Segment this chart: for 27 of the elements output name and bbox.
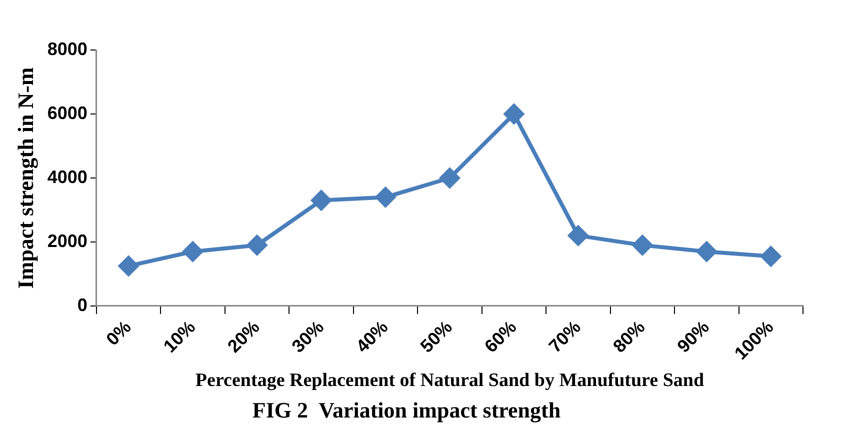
x-tick-label: 0%	[102, 316, 135, 350]
point	[375, 187, 396, 208]
point	[247, 235, 268, 256]
point	[504, 104, 524, 124]
x-tick-label: 80%	[609, 316, 649, 356]
point	[118, 256, 139, 276]
point	[440, 168, 460, 188]
y-tick-label: 0	[77, 294, 88, 315]
y-tick-label: 2000	[47, 230, 88, 251]
x-tick-label: 40%	[352, 316, 392, 356]
y-tick-label: 6000	[47, 102, 88, 123]
point	[632, 235, 652, 256]
x-tick-label: 60%	[480, 316, 520, 356]
x-tick-label: 70%	[544, 316, 585, 356]
x-tick-label: 50%	[416, 316, 456, 356]
y-tick-label: 4000	[47, 166, 88, 187]
x-tick-label: 30%	[288, 316, 328, 356]
text: FIG 2 Variation impact strength	[252, 397, 561, 422]
x-tick-label: 90%	[673, 316, 713, 356]
point	[568, 226, 588, 246]
point	[182, 242, 203, 262]
point	[696, 242, 717, 262]
y-axis-title: Impact strength in N-m	[12, 67, 38, 289]
point	[311, 190, 332, 210]
point	[760, 246, 781, 266]
y-tick-label: 8000	[47, 38, 88, 59]
x-axis-title: Percentage Replacement of Natural Sand by Manufuture Sand	[195, 370, 704, 392]
